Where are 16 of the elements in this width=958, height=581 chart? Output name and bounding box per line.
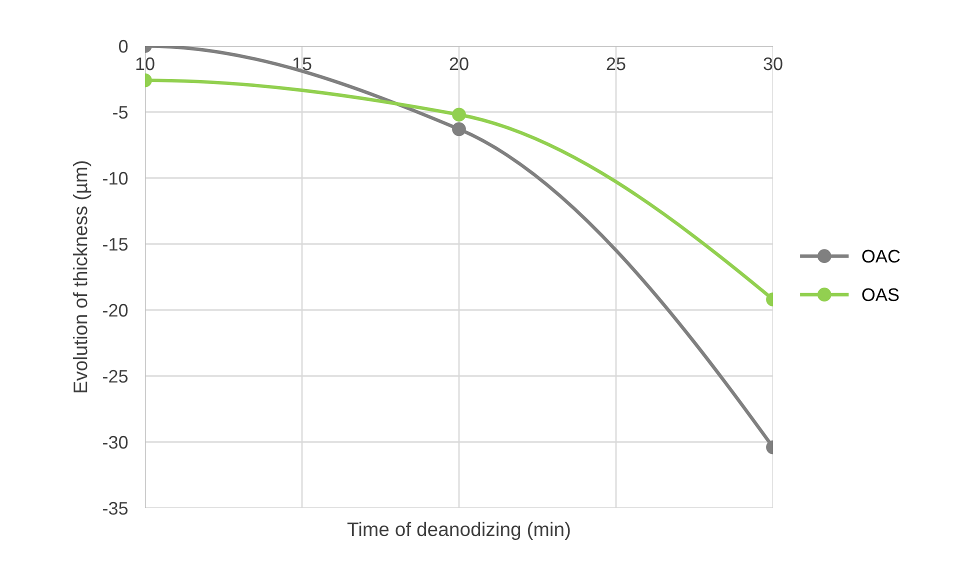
y-tick-label: -10 bbox=[103, 172, 128, 185]
y-axis-title: Evolution of thickness (µm) bbox=[73, 161, 92, 392]
x-tick-label: 25 bbox=[606, 57, 626, 70]
y-tick-label: -25 bbox=[103, 370, 128, 383]
y-tick-label: -35 bbox=[103, 502, 128, 515]
y-tick-label: -30 bbox=[103, 436, 128, 449]
legend-label: OAS bbox=[862, 288, 899, 302]
y-tick-label: -15 bbox=[103, 238, 128, 251]
legend-label: OAC bbox=[862, 250, 900, 263]
x-tick-label: 10 bbox=[136, 57, 154, 70]
x-axis-title: Time of deanodizing (min) bbox=[347, 522, 570, 540]
y-tick-label: 0 bbox=[119, 40, 128, 53]
x-tick-label: 20 bbox=[450, 57, 468, 70]
x-tick-label: 30 bbox=[764, 57, 782, 70]
y-tick-label: -20 bbox=[103, 304, 128, 317]
y-tick-label: -5 bbox=[113, 106, 128, 119]
